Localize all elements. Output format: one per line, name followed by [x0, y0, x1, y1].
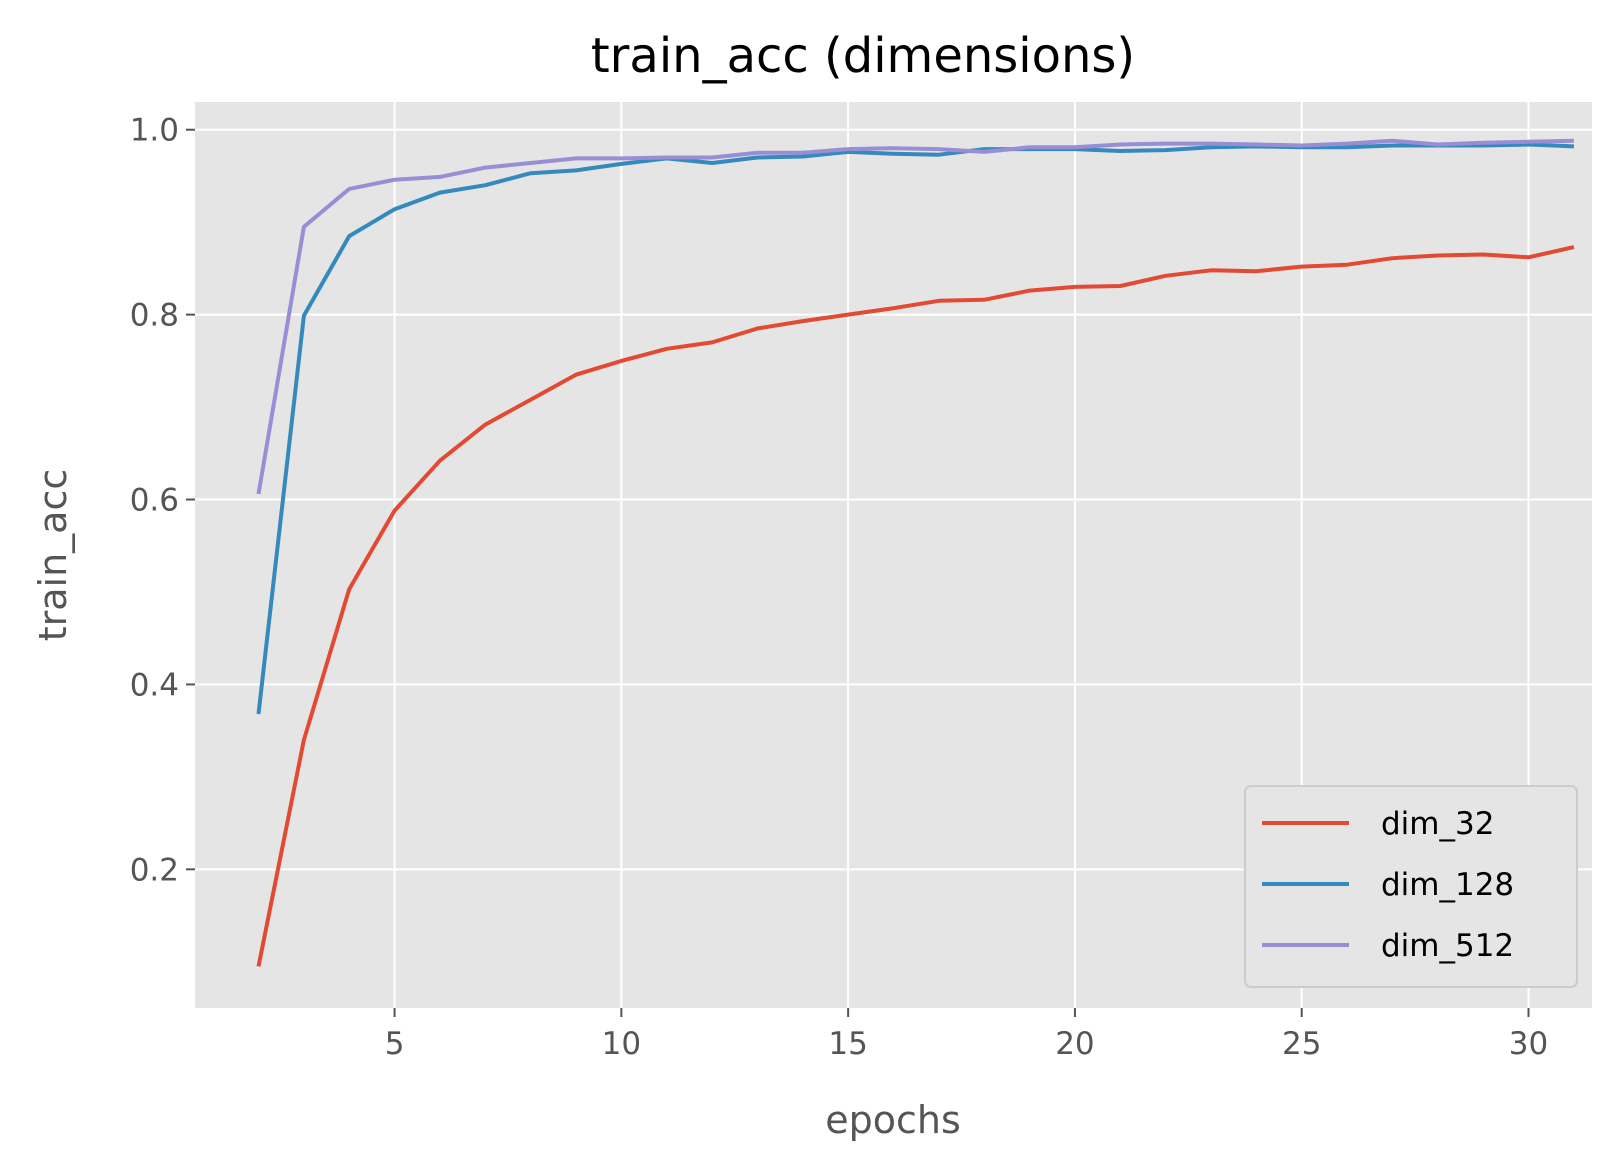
y-tick-label: 1.0: [130, 113, 179, 149]
series-line-dim-128: [256, 142, 1574, 715]
x-tick-label: 15: [828, 1026, 867, 1062]
legend-label-dim-512: dim_512: [1381, 928, 1514, 964]
series-line-dim-512: [256, 138, 1574, 495]
axis-ticks: 5 10 15 20 25 30 0.2 0.4 0.6 0.8 1.0: [130, 113, 1549, 1062]
y-tick-label: 0.6: [130, 483, 179, 519]
x-tick-label: 5: [385, 1026, 405, 1062]
legend-label-dim-32: dim_32: [1381, 806, 1494, 842]
x-tick-label: 25: [1282, 1026, 1321, 1062]
y-axis-label: train_acc: [31, 469, 75, 642]
chart-title: train_acc (dimensions): [591, 28, 1135, 84]
series-line-dim-32: [256, 245, 1575, 967]
legend-box: [1244, 785, 1578, 988]
y-tick-label: 0.8: [130, 298, 179, 334]
y-tick-label: 0.4: [130, 667, 179, 703]
series-lines: [256, 138, 1575, 967]
x-axis-label: epochs: [825, 1098, 961, 1142]
grid-lines: [195, 102, 1592, 1008]
x-tick-label: 10: [602, 1026, 641, 1062]
y-tick-label: 0.2: [130, 852, 179, 888]
x-tick-label: 20: [1055, 1026, 1094, 1062]
legend: dim_32 dim_128 dim_512: [1244, 785, 1578, 988]
legend-label-dim-128: dim_128: [1381, 867, 1514, 903]
x-tick-label: 30: [1509, 1026, 1548, 1062]
